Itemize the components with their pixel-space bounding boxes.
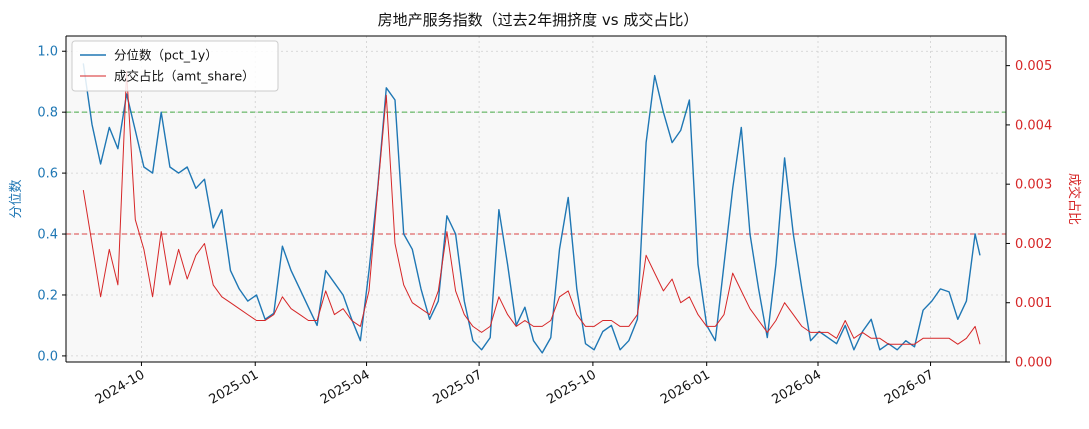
x-tick-label: 2025-01 [207,367,262,407]
x-tick-label: 2026-04 [769,367,824,407]
legend-box [71,40,279,92]
chart-title: 房地产服务指数（过去2年拥挤度 vs 成交占比） [378,11,699,29]
y-left-tick-label: 0.4 [37,228,58,243]
y-right-tick-label: 0.000 [1015,356,1052,371]
y-left-tick-label: 0.0 [37,349,58,364]
x-tick-label: 2025-10 [544,367,599,407]
y-left-tick-label: 0.6 [37,167,58,182]
x-tick-label: 2026-01 [658,367,713,407]
y-right-tick-label: 0.003 [1015,178,1052,193]
y-right-tick-label: 0.004 [1015,118,1052,133]
x-tick-label: 2025-07 [431,367,486,407]
y-right-tick-label: 0.005 [1015,59,1052,74]
y-left-tick-label: 1.0 [37,45,58,60]
y-left-tick-label: 0.2 [37,288,58,303]
y-right-tick-label: 0.002 [1015,237,1052,252]
legend: 分位数（pct_1y） 成交占比（amt_share） [71,40,279,92]
series-line-pct [82,63,981,354]
series-line-amt [82,71,981,345]
x-tick-label: 2025-04 [318,367,373,407]
y-left-tick-label: 0.8 [37,106,58,121]
legend-label-amt: 成交占比（amt_share） [114,69,255,84]
y-right-tick-label: 0.001 [1015,296,1052,311]
x-tick-label: 2024-10 [93,367,148,407]
x-tick-label: 2026-07 [882,367,937,407]
y-axis-right-label: 成交占比 [1066,173,1082,225]
y-axis-left-label: 分位数 [9,179,24,218]
legend-label-pct: 分位数（pct_1y） [114,48,218,63]
